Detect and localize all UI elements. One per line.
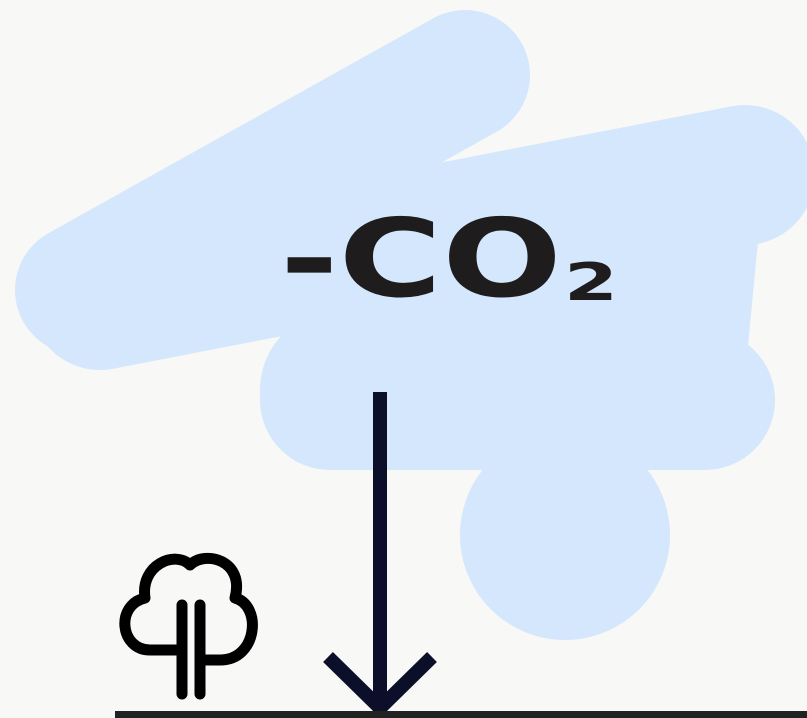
arrow-head [323,652,437,718]
cloud-part [300,220,760,460]
co-text: -CO [280,197,562,322]
tree-crown [119,552,258,666]
cloud [15,10,807,640]
arrow [323,392,437,718]
cloud-part [30,105,807,370]
cloud-part [460,430,670,640]
tree-icon [119,552,258,700]
co-subscript: 2 [564,253,618,313]
